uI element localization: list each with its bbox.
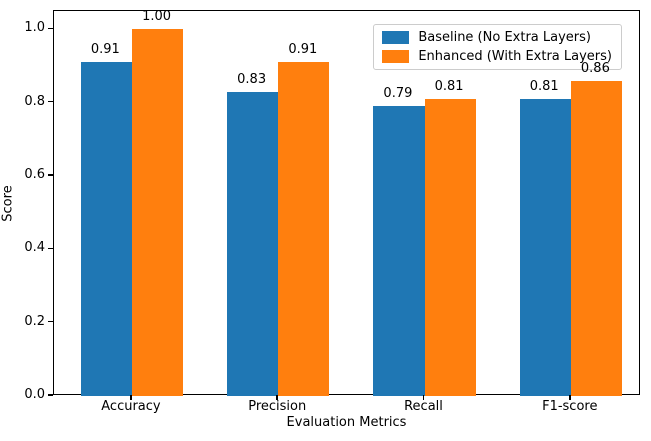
y-tick-label: 1.0	[24, 20, 45, 36]
bar-enhanced-recall	[424, 99, 476, 396]
bar-value-label: 0.81	[529, 79, 559, 94]
bars-layer	[54, 11, 639, 396]
bar-baseline-precision	[227, 91, 279, 396]
y-tick-mark	[48, 247, 53, 250]
bar-value-label: 0.81	[434, 79, 464, 94]
bar-baseline-recall	[373, 106, 425, 396]
x-axis-label: Evaluation Metrics	[286, 415, 407, 430]
y-tick-mark	[48, 27, 53, 30]
bar-baseline-accuracy	[80, 62, 132, 396]
y-tick-mark	[48, 100, 53, 103]
x-tick-label-precision: Precision	[248, 399, 307, 414]
bar-enhanced-accuracy	[131, 29, 184, 396]
bar-enhanced-precision	[278, 62, 330, 396]
legend-entry-enhanced: Enhanced (With Extra Layers)	[382, 49, 612, 64]
legend-entry-baseline: Baseline (No Extra Layers)	[382, 30, 612, 45]
bar-value-label: 0.86	[580, 60, 610, 76]
x-tick-mark	[130, 395, 132, 400]
legend-swatch-enhanced	[382, 50, 410, 63]
bar-value-label: 0.91	[288, 42, 318, 58]
y-tick-label: 0.2	[24, 313, 45, 329]
y-tick-mark	[48, 320, 53, 323]
legend-label: Enhanced (With Extra Layers)	[418, 49, 612, 64]
y-tick-label: 0.8	[24, 93, 45, 109]
y-tick-label: 0.4	[24, 240, 45, 256]
y-tick-label: 0.6	[24, 167, 45, 182]
x-tick-mark	[276, 395, 278, 400]
legend-swatch-baseline	[382, 31, 410, 44]
bar-value-label: 1.00	[142, 9, 172, 25]
legend-label: Baseline (No Extra Layers)	[418, 30, 591, 45]
bar-value-label: 0.79	[383, 86, 413, 102]
y-tick-label: 0.0	[24, 387, 45, 402]
x-tick-label-f1-score: F1-score	[542, 399, 598, 414]
x-tick-label-accuracy: Accuracy	[101, 399, 161, 414]
bar-enhanced-f1-score	[570, 80, 622, 396]
bar-baseline-f1-score	[519, 99, 571, 396]
y-tick-mark	[48, 394, 53, 396]
x-tick-mark	[569, 395, 571, 400]
y-tick-mark	[48, 174, 53, 176]
bar-value-label: 0.91	[90, 42, 120, 58]
x-tick-mark	[422, 395, 425, 400]
plot-area: Baseline (No Extra Layers) Enhanced (With…	[53, 10, 640, 396]
x-tick-label-recall: Recall	[404, 399, 443, 414]
legend: Baseline (No Extra Layers) Enhanced (With…	[373, 24, 622, 70]
bar-value-label: 0.83	[237, 71, 267, 87]
y-axis-label: Score	[0, 185, 16, 222]
